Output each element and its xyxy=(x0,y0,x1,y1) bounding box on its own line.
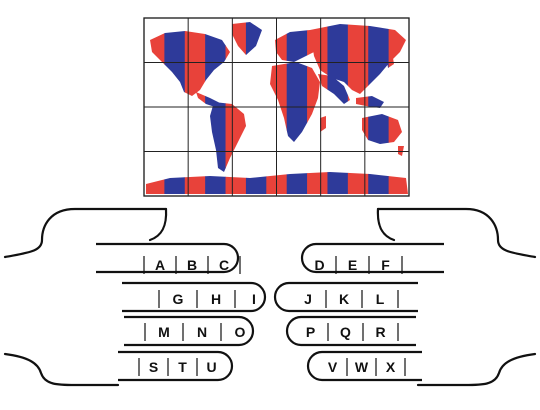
right-letter-l: L xyxy=(376,291,385,307)
right-letter-j: J xyxy=(304,291,312,307)
right-letter-w: W xyxy=(355,359,369,375)
left-letter-n: N xyxy=(197,324,207,340)
right-letter-p: P xyxy=(306,324,315,340)
left-letter-c: C xyxy=(219,257,229,273)
left-hand-outline xyxy=(3,207,168,387)
left-letter-u: U xyxy=(206,359,216,375)
left-finger-2 xyxy=(122,281,267,313)
right-hand-letters: D E F J K L P Q R V W X xyxy=(304,256,406,376)
right-letter-e: E xyxy=(348,257,357,273)
right-hand-outline xyxy=(376,207,537,387)
left-finger-1 xyxy=(96,242,240,274)
right-letter-v: V xyxy=(328,359,338,375)
left-letter-a: A xyxy=(155,257,165,273)
right-letter-q: Q xyxy=(340,324,351,340)
right-finger-2 xyxy=(273,281,418,313)
left-letter-h: H xyxy=(211,291,221,307)
right-letter-r: R xyxy=(375,324,385,340)
right-finger-4 xyxy=(306,350,422,382)
left-letter-m: M xyxy=(158,324,170,340)
left-letter-g: G xyxy=(173,291,184,307)
right-thumb-outline xyxy=(376,207,396,242)
left-letter-o: O xyxy=(235,324,246,340)
left-hand-letters: A B C G H I M N O S T U xyxy=(138,256,256,376)
right-finger-3 xyxy=(285,315,416,347)
left-thumb-outline xyxy=(148,207,168,242)
map-graticule xyxy=(143,17,410,197)
right-letter-d: D xyxy=(314,257,324,273)
world-map xyxy=(143,17,410,197)
right-finger-1 xyxy=(300,242,444,274)
left-letter-t: T xyxy=(178,359,187,375)
left-letter-i: I xyxy=(252,291,256,307)
left-finger-3 xyxy=(124,315,255,347)
left-finger-4 xyxy=(118,350,234,382)
left-letter-b: B xyxy=(187,257,197,273)
left-hand: A B C G H I M N O S T U xyxy=(3,207,267,387)
right-letter-f: F xyxy=(381,257,390,273)
right-hand: D E F J K L P Q R V W X xyxy=(273,207,537,387)
right-letter-k: K xyxy=(339,291,349,307)
map-border xyxy=(143,17,410,197)
right-letter-x: X xyxy=(386,359,396,375)
left-letter-s: S xyxy=(149,359,158,375)
